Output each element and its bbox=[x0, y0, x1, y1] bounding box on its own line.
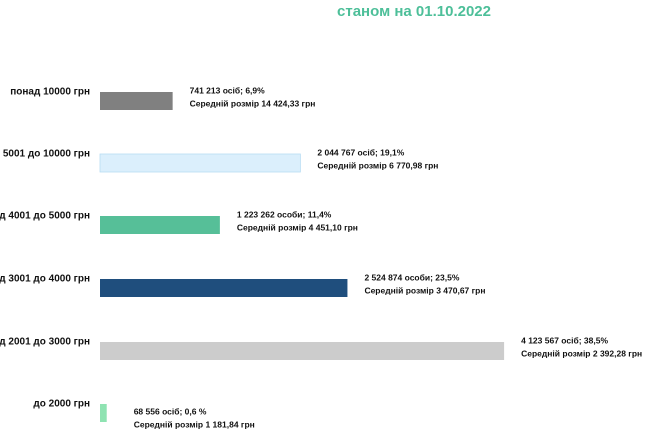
value-label: 1 223 262 особи; 11,4% bbox=[237, 209, 332, 219]
average-label: Середній розмір 6 770,98 грн bbox=[317, 160, 438, 170]
value-label: 741 213 осіб; 6,9% bbox=[190, 85, 266, 95]
bar bbox=[100, 404, 107, 422]
average-label: Середній розмір 3 470,67 грн bbox=[364, 285, 485, 295]
value-label: 2 044 767 осіб; 19,1% bbox=[317, 147, 404, 157]
bar bbox=[100, 92, 173, 110]
category-label: д 2001 до 3000 грн bbox=[0, 337, 90, 348]
average-label: Середній розмір 4 451,10 грн bbox=[237, 222, 358, 232]
average-label: Середній розмір 14 424,33 грн bbox=[190, 98, 316, 108]
category-label: до 2000 грн bbox=[33, 399, 90, 410]
category-label: ід 3001 до 4000 грн bbox=[0, 274, 90, 285]
category-label: понад 10000 грн bbox=[10, 87, 90, 98]
bar bbox=[100, 279, 348, 297]
chart-title: станом на 01.10.2022 bbox=[337, 3, 491, 20]
bar bbox=[100, 216, 220, 234]
bar bbox=[100, 342, 505, 360]
average-label: Середній розмір 2 392,28 грн bbox=[521, 348, 642, 358]
category-label: д 5001 до 10000 грн bbox=[0, 149, 90, 160]
average-label: Середній розмір 1 181,84 грн bbox=[134, 419, 255, 429]
bar bbox=[99, 153, 301, 173]
category-label: ід 4001 до 5000 грн bbox=[0, 211, 90, 222]
value-label: 4 123 567 осіб; 38,5% bbox=[521, 335, 608, 345]
value-label: 2 524 874 особи; 23,5% bbox=[364, 272, 459, 282]
value-label: 68 556 осіб; 0,6 % bbox=[134, 406, 207, 416]
